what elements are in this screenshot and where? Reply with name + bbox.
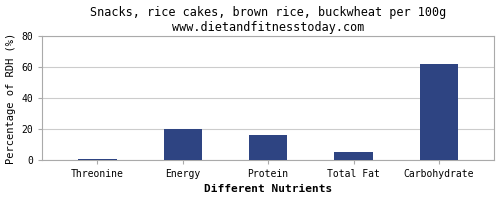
Bar [249,135,288,160]
Bar [334,152,373,160]
Bar [164,129,202,160]
Y-axis label: Percentage of RDH (%): Percentage of RDH (%) [6,32,16,164]
X-axis label: Different Nutrients: Different Nutrients [204,184,332,194]
Bar [420,64,458,160]
Bar [78,159,116,160]
Title: Snacks, rice cakes, brown rice, buckwheat per 100g
www.dietandfitnesstoday.com: Snacks, rice cakes, brown rice, buckwhea… [90,6,447,34]
